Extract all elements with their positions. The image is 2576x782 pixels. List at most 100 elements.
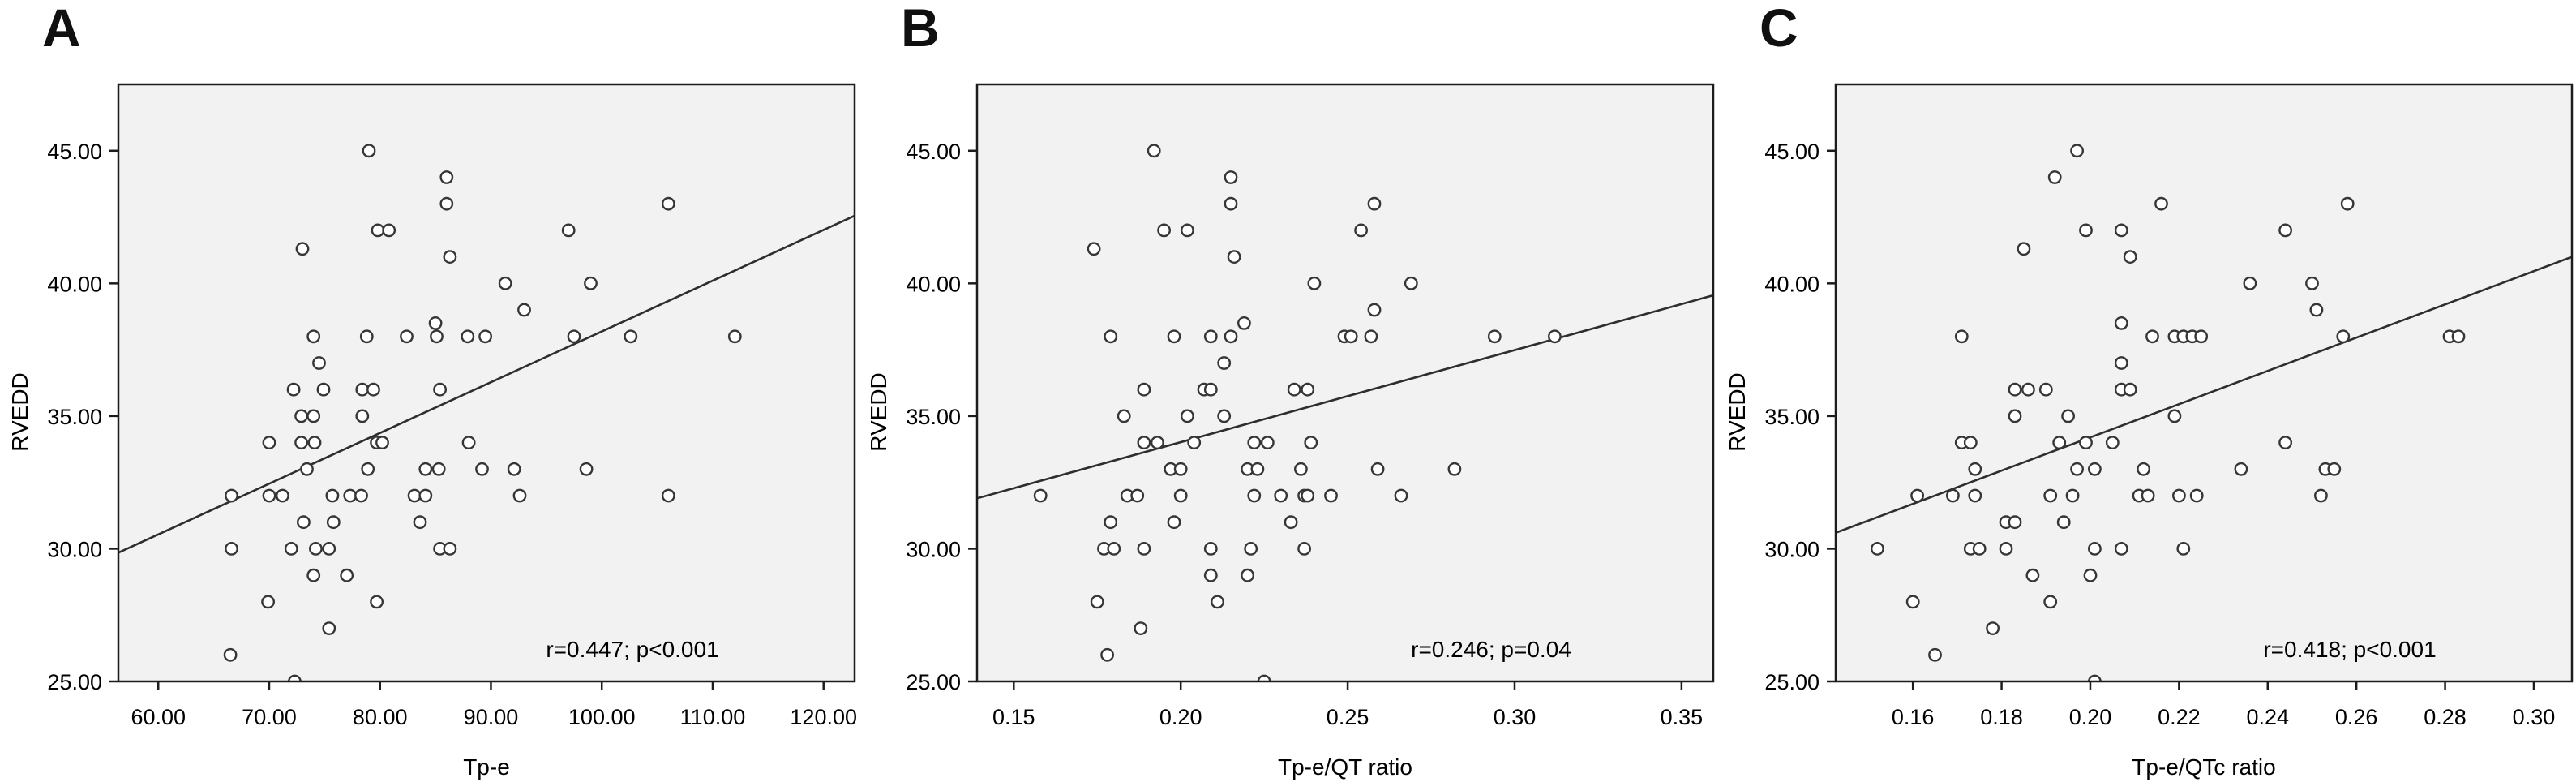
data-point-marker — [306, 329, 321, 344]
y-tick-label: 30.00 — [1764, 537, 1819, 561]
data-point-marker — [2070, 144, 2084, 158]
data-point-marker — [354, 488, 368, 503]
data-point-marker — [1244, 542, 1258, 556]
data-point-marker — [661, 196, 675, 211]
panel-label-c: C — [1759, 0, 1798, 58]
x-axis-title: Tp-e/QT ratio — [1278, 754, 1412, 780]
data-point-marker — [2305, 276, 2319, 290]
data-point-marker — [2194, 329, 2209, 344]
data-point-marker — [443, 542, 457, 556]
data-point-marker — [2123, 382, 2137, 397]
data-point-marker — [2083, 568, 2098, 582]
data-point-marker — [1203, 542, 1218, 556]
data-point-marker — [579, 462, 594, 476]
data-point-marker — [312, 356, 326, 370]
data-point-marker — [584, 276, 598, 290]
data-point-marker — [439, 170, 454, 184]
data-point-marker — [355, 382, 370, 397]
data-point-marker — [2278, 436, 2292, 449]
plot-frame — [117, 83, 856, 683]
data-point-marker — [2243, 276, 2257, 290]
y-axis-title: RVEDD — [1725, 372, 1750, 452]
regression-line — [977, 294, 1713, 500]
data-point-marker — [1117, 409, 1131, 423]
data-point-marker — [1224, 329, 1238, 344]
data-point-marker — [1180, 223, 1194, 238]
data-point-marker — [461, 329, 475, 344]
data-point-marker — [1167, 329, 1181, 344]
data-point-marker — [1304, 436, 1318, 449]
data-point-marker — [2114, 542, 2128, 556]
data-point-marker — [498, 276, 512, 290]
data-point-marker — [362, 144, 376, 158]
data-point-marker — [624, 329, 638, 344]
data-point-marker — [2167, 409, 2182, 423]
data-point-marker — [1180, 409, 1194, 423]
data-point-marker — [2021, 382, 2035, 397]
data-point-marker — [326, 515, 341, 530]
data-point-marker — [1301, 382, 1315, 397]
data-point-marker — [1548, 329, 1562, 344]
data-point-marker — [1307, 276, 1322, 290]
data-point-marker — [371, 223, 385, 238]
data-point-marker — [1954, 329, 1969, 344]
data-point-marker — [1404, 276, 1418, 290]
data-point-marker — [2047, 170, 2062, 184]
y-tick-label: 40.00 — [47, 272, 102, 296]
data-point-marker — [306, 409, 321, 423]
data-point-marker — [2025, 568, 2040, 582]
data-point-marker — [2114, 316, 2128, 330]
data-point-marker — [223, 647, 238, 662]
data-point-marker — [359, 329, 374, 344]
data-point-marker — [2123, 250, 2137, 264]
data-point-marker — [1137, 436, 1151, 449]
data-point-marker — [1033, 488, 1048, 503]
plot-frame — [1834, 83, 2574, 683]
data-point-marker — [2052, 436, 2067, 449]
y-axis-title: RVEDD — [866, 372, 891, 452]
data-point-marker — [407, 488, 422, 503]
data-point-marker — [1968, 462, 1982, 476]
data-point-marker — [306, 568, 321, 582]
y-tick-label: 25.00 — [47, 670, 102, 694]
x-tick-label: 120.00 — [790, 705, 857, 729]
regression-line — [118, 214, 855, 554]
data-point-marker — [2008, 515, 2022, 530]
data-point-marker — [2079, 223, 2093, 238]
data-point-marker — [2038, 382, 2053, 397]
data-point-marker — [1284, 515, 1298, 530]
data-point-marker — [1963, 436, 1978, 449]
x-tick-label: 100.00 — [568, 705, 636, 729]
scatter-chart-tpe-qtc-ratio: 0.16 0.18 0.20 0.22 0.24 0.26 0.28 0.30 25.00 30.… — [1725, 83, 2574, 780]
data-point-marker — [2065, 488, 2080, 503]
data-point-marker — [1217, 356, 1232, 370]
data-point-marker — [1324, 488, 1338, 503]
data-point-marker — [1150, 436, 1164, 449]
plot-area — [118, 84, 855, 681]
correlation-annotation: r=0.447; p<0.001 — [546, 637, 718, 662]
x-axis-title: Tp-e/QTc ratio — [2132, 754, 2275, 780]
data-point-marker — [275, 488, 289, 503]
data-point-marker — [1224, 170, 1238, 184]
x-tick-label: 110.00 — [680, 705, 746, 729]
data-point-marker — [428, 316, 443, 330]
panel-label-a: A — [42, 0, 81, 58]
data-point-marker — [295, 242, 310, 256]
data-point-marker — [307, 436, 322, 449]
data-point-marker — [2309, 303, 2324, 317]
data-point-marker — [430, 329, 444, 344]
plot-area — [1836, 84, 2572, 681]
data-point-marker — [1104, 515, 1118, 530]
data-point-marker — [1972, 542, 1987, 556]
regression-line — [1836, 256, 2572, 535]
data-point-marker — [1910, 488, 1925, 503]
data-point-marker — [1247, 436, 1262, 449]
x-tick-label: 70.00 — [242, 705, 297, 729]
data-point-marker — [517, 303, 531, 317]
plot-content — [1836, 144, 2572, 681]
data-point-marker — [1203, 329, 1218, 344]
data-point-marker — [1294, 462, 1308, 476]
plot-content — [977, 144, 1713, 681]
data-point-marker — [2105, 436, 2120, 449]
data-point-marker — [2008, 409, 2022, 423]
